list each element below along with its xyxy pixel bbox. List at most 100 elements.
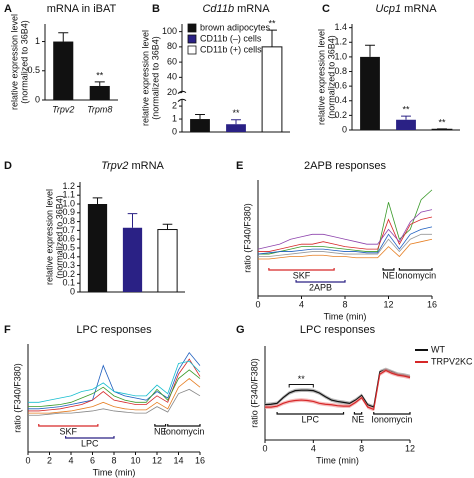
x-axis-label: Time (min)	[324, 311, 367, 321]
panel-label: D	[4, 160, 12, 172]
x-tick-label: Trpv2	[52, 104, 74, 114]
y-tick-label: 0.3	[62, 260, 75, 270]
x-tick-label: 0	[262, 443, 267, 453]
error-bar	[401, 115, 411, 120]
y-tick-label: 20	[167, 87, 177, 97]
legend-label: brown adipocytes	[200, 22, 271, 32]
y-axis-label: relative expression level	[9, 14, 19, 110]
legend-swatch	[187, 34, 197, 44]
y-tick-label: 80	[167, 41, 177, 51]
y-tick-label: 0.9	[62, 207, 75, 217]
panel-label: G	[236, 324, 245, 336]
chart-title: LPC responses	[300, 324, 376, 336]
error-bar	[92, 197, 103, 204]
x-tick-label: Trpm8	[87, 104, 112, 114]
annotation-label: Ionomycin	[371, 414, 412, 424]
legend-label: TRPV2KC	[431, 356, 473, 366]
y-tick-label: 0.4	[334, 95, 347, 105]
x-axis-label: Time (min)	[93, 467, 136, 477]
annotation-label: Ionomycin	[395, 270, 436, 280]
annotation-bar	[38, 424, 99, 427]
error-bar	[195, 114, 205, 120]
bar	[53, 41, 74, 100]
error-band	[265, 367, 410, 409]
chart-title: Cd11b mRNA	[202, 3, 270, 15]
x-tick-label: 8	[111, 455, 116, 465]
line-series	[28, 358, 201, 412]
error-bar	[127, 213, 138, 228]
title-text: mRNA	[131, 160, 164, 172]
line-series	[258, 238, 433, 260]
line-series	[28, 360, 201, 403]
bar	[190, 119, 210, 132]
annotation-bar	[398, 268, 433, 271]
line-series	[258, 216, 433, 252]
bar	[261, 46, 283, 133]
y-tick-label: 1.2	[334, 37, 347, 47]
y-tick-label: 100	[162, 26, 177, 36]
error-bar	[365, 44, 375, 57]
significance: **	[298, 374, 306, 384]
error-bar	[162, 223, 173, 230]
annotation-label: NE	[154, 426, 167, 436]
y-axis-label: relative expression level	[140, 30, 150, 126]
y-tick-label: 0.2	[62, 269, 75, 279]
significance: **	[96, 70, 104, 80]
y-axis-label: (normalized to 36B4)	[326, 35, 336, 119]
y-tick-label: 0.8	[334, 66, 347, 76]
x-tick-label: 10	[130, 455, 140, 465]
significance: **	[402, 104, 410, 114]
annotation-bar	[373, 412, 411, 415]
title-text: LPC responses	[76, 324, 152, 336]
title-text: 2APB responses	[304, 160, 386, 172]
annotation-bar	[295, 280, 346, 283]
line-series	[28, 378, 201, 414]
annotation-bar	[154, 424, 167, 427]
x-tick-label: 12	[152, 455, 162, 465]
bar	[360, 56, 380, 130]
y-tick-label: 0.5	[27, 65, 40, 75]
annotation-label: SKF	[293, 270, 311, 280]
x-tick-label: 16	[427, 299, 437, 309]
x-tick-label: 4	[311, 443, 316, 453]
title-gene: Cd11b	[202, 3, 234, 15]
y-tick-label: 0.7	[62, 225, 75, 235]
x-tick-label: 6	[90, 455, 95, 465]
line-series	[28, 388, 201, 416]
annotation-label: NE	[382, 270, 395, 280]
annotation-bar	[382, 268, 395, 271]
y-axis-label: relative expression level	[316, 29, 326, 125]
y-tick-label: 0.5	[62, 242, 75, 252]
annotation-bar	[353, 412, 363, 415]
annotation-label: SKF	[60, 426, 78, 436]
title-text: mRNA	[237, 3, 270, 15]
y-tick-label: 0.6	[62, 234, 75, 244]
x-tick-label: 2	[47, 455, 52, 465]
y-tick-label: 0	[172, 126, 177, 136]
y-tick-label: 1.1	[62, 190, 75, 200]
y-tick-label: 60	[167, 56, 177, 66]
y-axis-label: ratio (F340/F380)	[242, 203, 252, 273]
x-tick-label: 8	[342, 299, 347, 309]
legend-label: CD11b (+) cells	[200, 44, 262, 54]
y-axis-label: (normalized to 36B4)	[54, 195, 64, 279]
y-axis-label: (normalized to 36B4)	[150, 36, 160, 120]
x-axis-label: Time (min)	[316, 455, 359, 465]
title-gene: Ucp1	[375, 3, 401, 15]
x-tick-label: 14	[173, 455, 183, 465]
bar	[89, 85, 110, 100]
y-axis-label: (normalized to 36B4)	[19, 20, 29, 104]
annotation-label: Ionomycin	[163, 426, 204, 436]
y-tick-label: 0	[342, 124, 347, 134]
bar	[396, 119, 416, 130]
y-tick-label: 0.2	[334, 110, 347, 120]
panel-label: F	[4, 324, 11, 336]
bar	[226, 124, 246, 132]
legend-label: WT	[431, 344, 445, 354]
legend-swatch	[187, 23, 197, 33]
y-axis-label: ratio (F340/F380)	[12, 363, 22, 433]
y-tick-label: 0	[70, 286, 75, 296]
y-tick-label: 0	[35, 94, 40, 104]
title-text: mRNA	[404, 3, 437, 15]
